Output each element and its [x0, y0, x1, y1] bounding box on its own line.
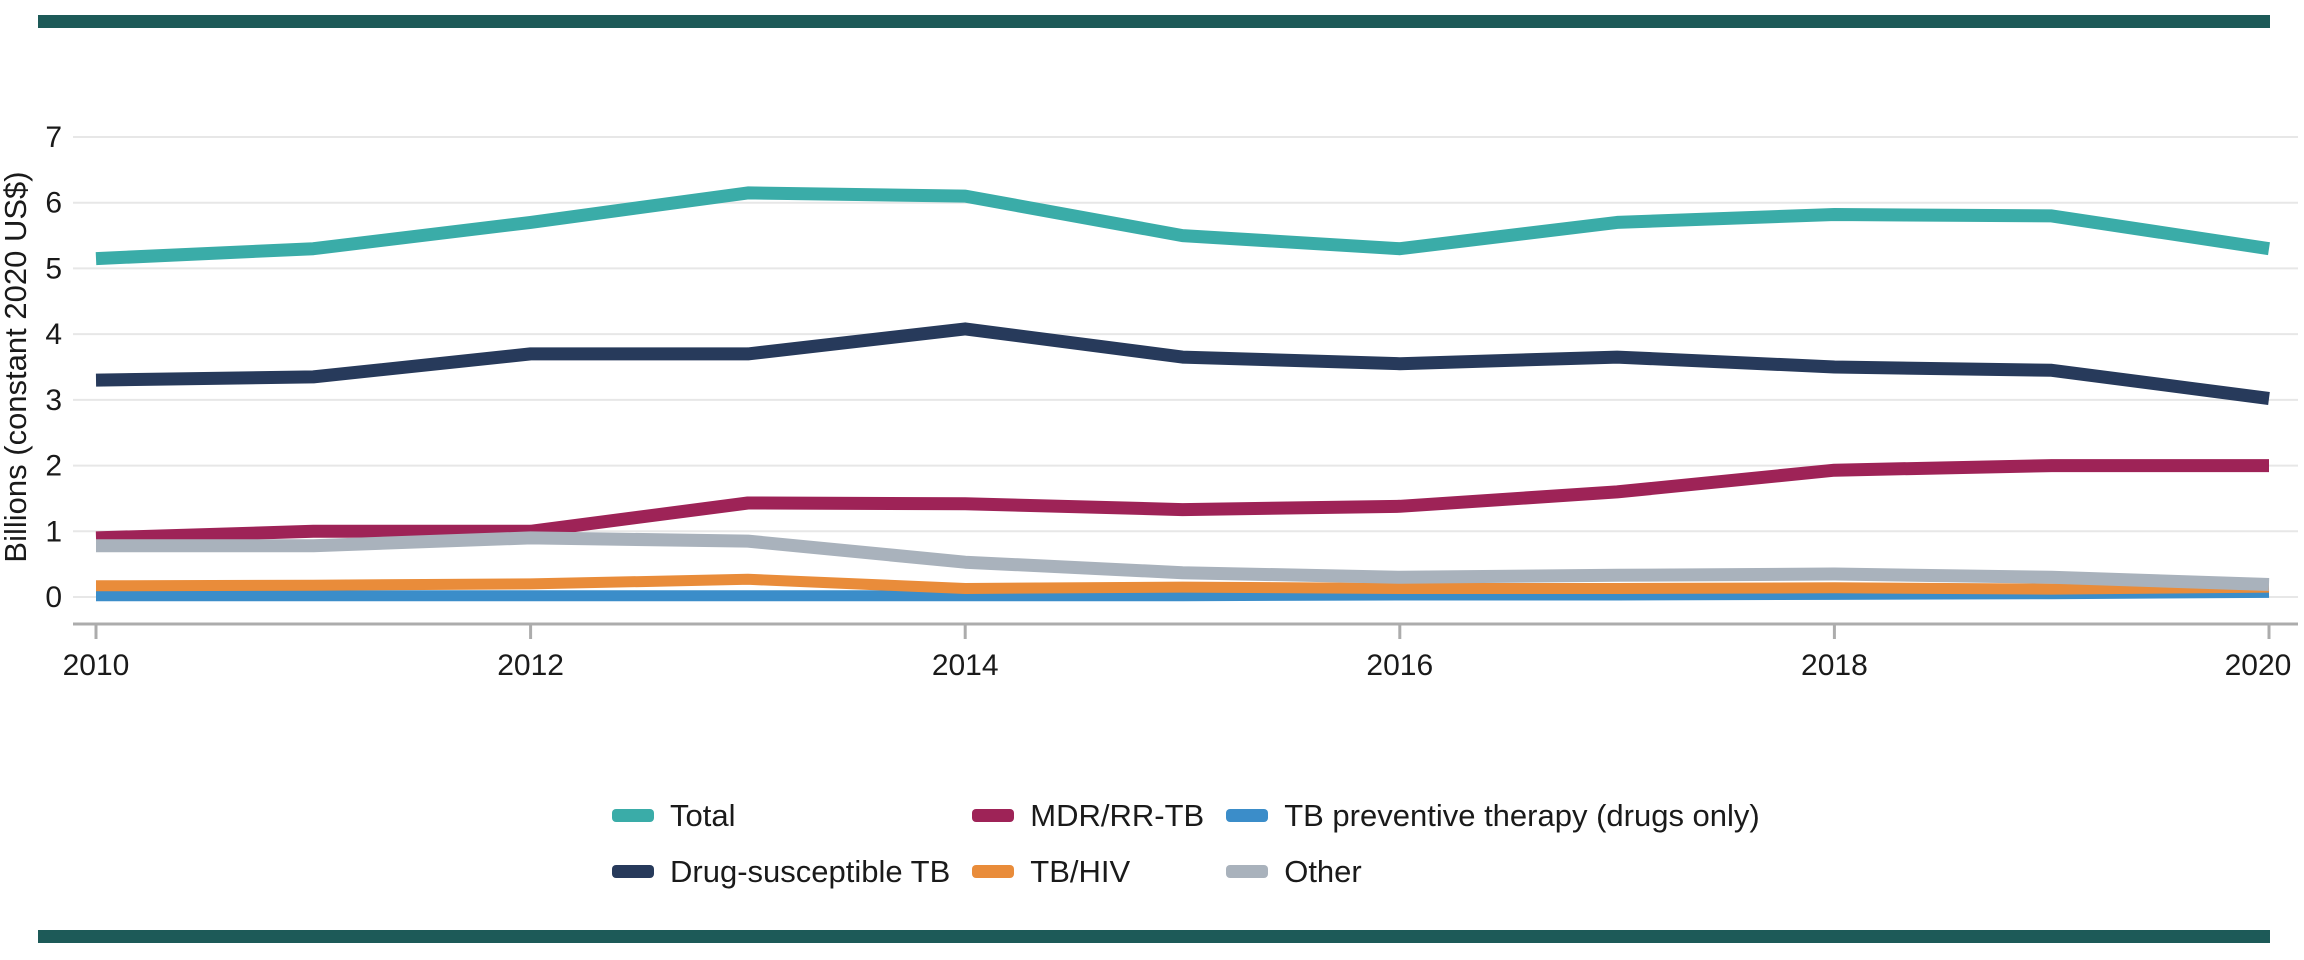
- legend-item: MDR/RR-TB: [972, 795, 1204, 836]
- y-tick-label: 4: [45, 318, 62, 351]
- legend-swatch: [972, 809, 1015, 822]
- x-tick-label: 2010: [63, 649, 130, 682]
- y-tick-label: 6: [45, 187, 62, 220]
- x-tick-label: 2016: [1366, 649, 1433, 682]
- y-tick-label: 3: [45, 384, 62, 417]
- legend-item: TB/HIV: [972, 851, 1204, 892]
- legend-column: TB preventive therapy (drugs only) Other: [1226, 795, 1760, 892]
- y-tick-label: 1: [45, 515, 62, 548]
- x-tick-label: 2012: [497, 649, 564, 682]
- series-line-tb-hiv: [95, 573, 2270, 595]
- axes: [73, 622, 2298, 639]
- legend-column: Total Drug-susceptible TB: [612, 795, 950, 892]
- legend-item: Total: [612, 795, 950, 836]
- series-line-drug-susceptible-tb: [95, 322, 2270, 405]
- series-line-mdr-rr-tb: [95, 459, 2269, 545]
- series-line-tb-preventive-therapy-drugs-only-: [96, 586, 2270, 602]
- legend-swatch: [612, 809, 654, 822]
- line-chart: 0 1 2 3 4 5 6 7 2010 2012 2014 2016 2018 2020 Billion…: [0, 121, 2298, 682]
- legend-column: MDR/RR-TB TB/HIV: [972, 795, 1204, 892]
- top-rule-bar: [38, 15, 2270, 28]
- legend-item: Other: [1226, 851, 1760, 892]
- tick-labels: 0 1 2 3 4 5 6 7 2010 2012 2014 2016 2018 2020: [45, 121, 2291, 682]
- y-axis-title: Billions (constant 2020 US$): [0, 171, 33, 562]
- y-tick-label: 5: [45, 252, 62, 285]
- legend-label: Other: [1284, 853, 1362, 889]
- legend-label: MDR/RR-TB: [1030, 797, 1205, 833]
- legend-swatch: [1226, 809, 1269, 822]
- legend-swatch: [612, 865, 654, 878]
- legend-item: TB preventive therapy (drugs only): [1226, 795, 1760, 836]
- legend-swatch: [972, 865, 1015, 878]
- bottom-rule-bar: [38, 930, 2270, 943]
- y-tick-label: 0: [45, 581, 62, 614]
- legend-label: Drug-susceptible TB: [670, 853, 951, 889]
- x-tick-label: 2018: [1801, 649, 1868, 682]
- legend-label: TB/HIV: [1030, 853, 1131, 889]
- series-lines: [95, 186, 2270, 602]
- y-tick-label: 2: [45, 450, 62, 483]
- legend-swatch: [1226, 865, 1269, 878]
- series-line-other: [96, 531, 2270, 591]
- y-tick-label: 7: [45, 121, 62, 154]
- series-line-total: [95, 186, 2270, 266]
- legend: Total Drug-susceptible TB MDR/RR-TB TB/HIV T…: [612, 795, 1760, 892]
- legend-label: TB preventive therapy (drugs only): [1284, 797, 1760, 833]
- x-tick-label: 2014: [932, 649, 999, 682]
- legend-label: Total: [670, 797, 736, 833]
- legend-item: Drug-susceptible TB: [612, 851, 950, 892]
- x-tick-label: 2020: [2225, 649, 2292, 682]
